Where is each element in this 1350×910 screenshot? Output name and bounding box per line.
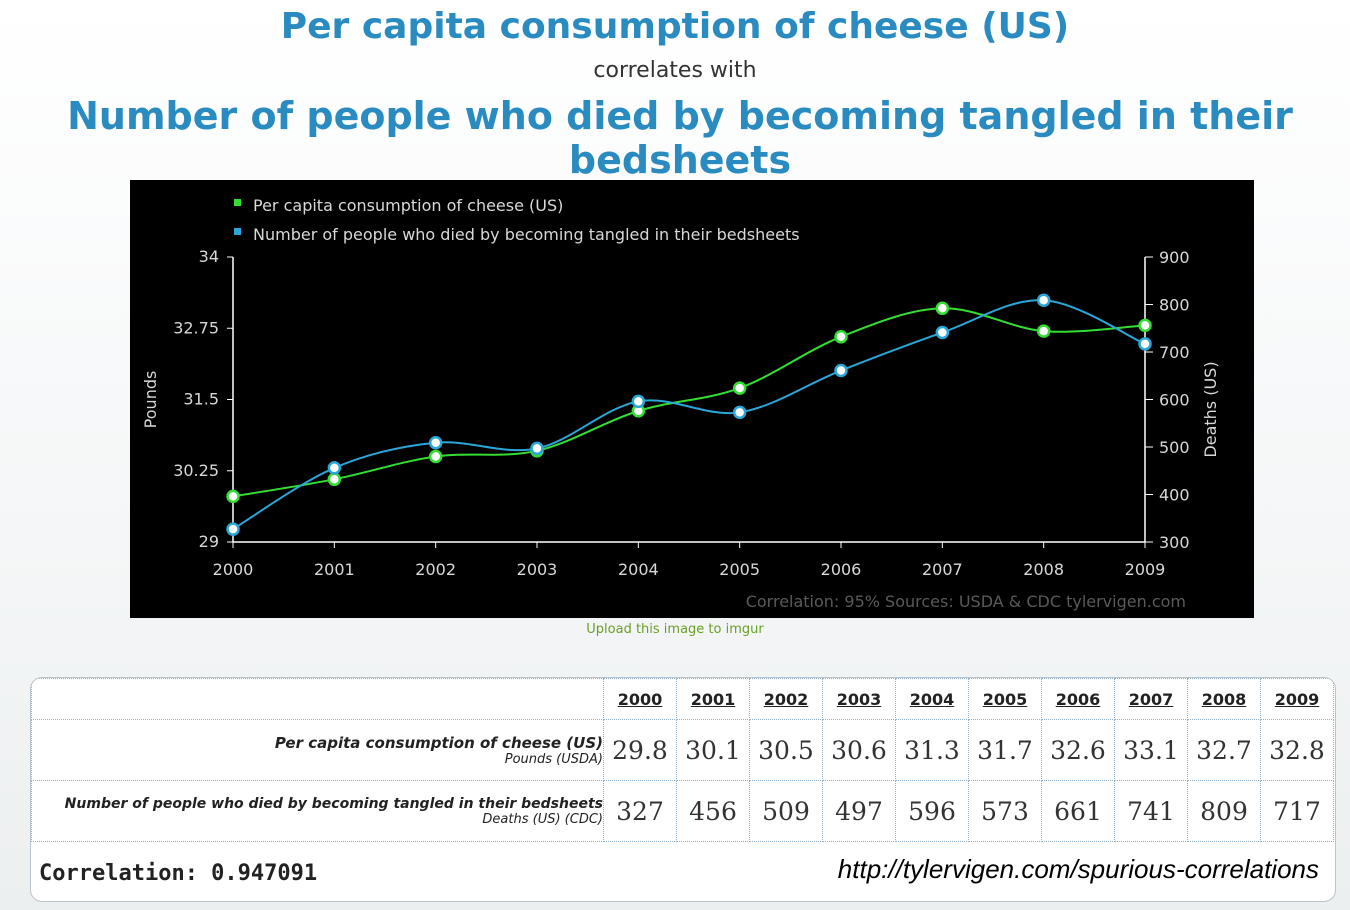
x-tick-label: 2002	[415, 560, 456, 579]
chart-panel: 29 30.25 31.5 32.75 34 300 400 500 600 700 800 900 2…	[130, 180, 1254, 618]
x-tick-label: 2001	[314, 560, 355, 579]
year-header-2001[interactable]: 2001	[676, 678, 750, 720]
row-label-unit: Deaths (US) (CDC)	[482, 811, 603, 827]
series-2-point	[935, 325, 950, 340]
series-1-point	[834, 330, 848, 344]
x-tick-label: 2000	[213, 560, 254, 579]
year-header-2008[interactable]: 2008	[1187, 678, 1261, 720]
correlation-value: Correlation: 0.947091	[39, 861, 318, 886]
table-cell: 497	[822, 780, 896, 842]
series-2-point	[834, 363, 848, 378]
table-cell: 30.1	[676, 719, 750, 781]
x-tick-label: 2007	[922, 560, 963, 579]
table-cell: 32.8	[1260, 719, 1334, 781]
series-2-point	[631, 394, 646, 409]
chart-subtitle: Number of people who died by becoming ta…	[67, 94, 1293, 182]
series-2-point	[732, 405, 747, 420]
y-left-tick-label: 29	[199, 532, 219, 551]
series-1-point	[428, 449, 443, 464]
legend-swatch-2	[234, 228, 241, 235]
y-right-tick-label: 500	[1159, 438, 1190, 457]
table-cell: 661	[1041, 780, 1115, 842]
y-right-tick-label: 800	[1159, 296, 1190, 315]
year-header-2002[interactable]: 2002	[749, 678, 823, 720]
table-cell: 30.5	[749, 719, 823, 781]
row-label: Number of people who died by becoming ta…	[31, 780, 604, 842]
x-tick-label: 2005	[719, 560, 760, 579]
table-cell: 29.8	[603, 719, 677, 781]
x-tick-label: 2009	[1125, 560, 1166, 579]
series-1-point	[1036, 324, 1051, 338]
series-2-point	[428, 435, 443, 450]
table-cell: 32.6	[1041, 719, 1115, 781]
y-right-tick-label: 900	[1159, 248, 1190, 267]
row-label-unit: Pounds (USDA)	[504, 751, 603, 767]
table-cell: 573	[968, 780, 1042, 842]
table-cell: 456	[676, 780, 750, 842]
year-header-2000[interactable]: 2000	[603, 678, 677, 720]
y-left-tick-label: 30.25	[173, 461, 219, 480]
series-line-1	[232, 307, 1146, 498]
chart-footer: Correlation: 95% Sources: USDA & CDC tyl…	[746, 592, 1186, 611]
y-left-tick-label: 31.5	[183, 390, 219, 409]
row-label-name: Number of people who died by becoming ta…	[64, 795, 603, 812]
year-header-2004[interactable]: 2004	[895, 678, 969, 720]
series-2-point	[530, 441, 544, 456]
table-cell: 31.7	[968, 719, 1042, 781]
series-1-point	[226, 489, 240, 504]
series-2-point	[1138, 337, 1152, 351]
table-cell: 596	[895, 780, 969, 842]
legend-label-2: Number of people who died by becoming ta…	[253, 225, 800, 244]
table-cell: 809	[1187, 780, 1261, 842]
line-chart: 29 30.25 31.5 32.75 34 300 400 500 600 700 800 900 2…	[141, 196, 1220, 611]
series-2-point	[226, 522, 240, 536]
y-right-tick-label: 700	[1159, 343, 1190, 362]
x-tick-label: 2006	[821, 560, 862, 579]
y-right-tick-label: 400	[1159, 486, 1190, 505]
year-header-2005[interactable]: 2005	[968, 678, 1042, 720]
x-tick-label: 2004	[618, 560, 659, 579]
year-header-2003[interactable]: 2003	[822, 678, 896, 720]
chart-title: Per capita consumption of cheese (US)	[280, 6, 1070, 47]
series-2-point	[1036, 293, 1051, 307]
table-row: Number of people who died by becoming ta…	[31, 780, 1334, 842]
series-2-point	[327, 461, 342, 475]
y-left-tick-label: 34	[199, 247, 219, 266]
series-1-point	[327, 472, 342, 487]
table-cell: 327	[603, 780, 677, 842]
year-header-2009[interactable]: 2009	[1260, 678, 1334, 720]
year-header-2007[interactable]: 2007	[1114, 678, 1188, 720]
table-row: Per capita consumption of cheese (US) Pou…	[31, 719, 1334, 781]
legend-swatch-1	[234, 199, 241, 206]
table-cell: 30.6	[822, 719, 896, 781]
data-table: 2000 2001 2002 2003 2004 2005 2006 2007 2008 2009…	[31, 678, 1334, 842]
y-left-axis-title: Pounds	[141, 371, 160, 429]
x-tick-label: 2003	[517, 560, 558, 579]
correlates-with-text: correlates with	[593, 58, 757, 83]
y-left-tick-label: 32.75	[173, 318, 219, 337]
series-1-point	[1138, 318, 1152, 333]
series-line-2	[232, 299, 1146, 531]
data-table-panel: 2000 2001 2002 2003 2004 2005 2006 2007 2008 2009…	[30, 677, 1336, 902]
x-tick-label: 2008	[1023, 560, 1064, 579]
y-right-axis-title: Deaths (US)	[1201, 361, 1220, 457]
table-cell: 31.3	[895, 719, 969, 781]
row-label: Per capita consumption of cheese (US) Pou…	[31, 719, 604, 781]
table-cell: 741	[1114, 780, 1188, 842]
table-cell: 509	[749, 780, 823, 842]
y-right-tick-label: 600	[1159, 391, 1190, 410]
table-cell: 717	[1260, 780, 1334, 842]
table-header-row: 2000 2001 2002 2003 2004 2005 2006 2007 2008 2009	[31, 678, 1334, 720]
year-header-2006[interactable]: 2006	[1041, 678, 1115, 720]
series-1-point	[732, 381, 747, 395]
series-1-point	[935, 301, 950, 316]
table-cell: 32.7	[1187, 719, 1261, 781]
table-corner-cell	[31, 678, 604, 720]
row-label-name: Per capita consumption of cheese (US)	[274, 733, 603, 752]
y-right-tick-label: 300	[1159, 533, 1190, 552]
legend-label-1: Per capita consumption of cheese (US)	[253, 196, 563, 215]
upload-imgur-link[interactable]: Upload this image to imgur	[586, 622, 764, 637]
source-url[interactable]: http://tylervigen.com/spurious-correlati…	[837, 854, 1319, 884]
table-cell: 33.1	[1114, 719, 1188, 781]
